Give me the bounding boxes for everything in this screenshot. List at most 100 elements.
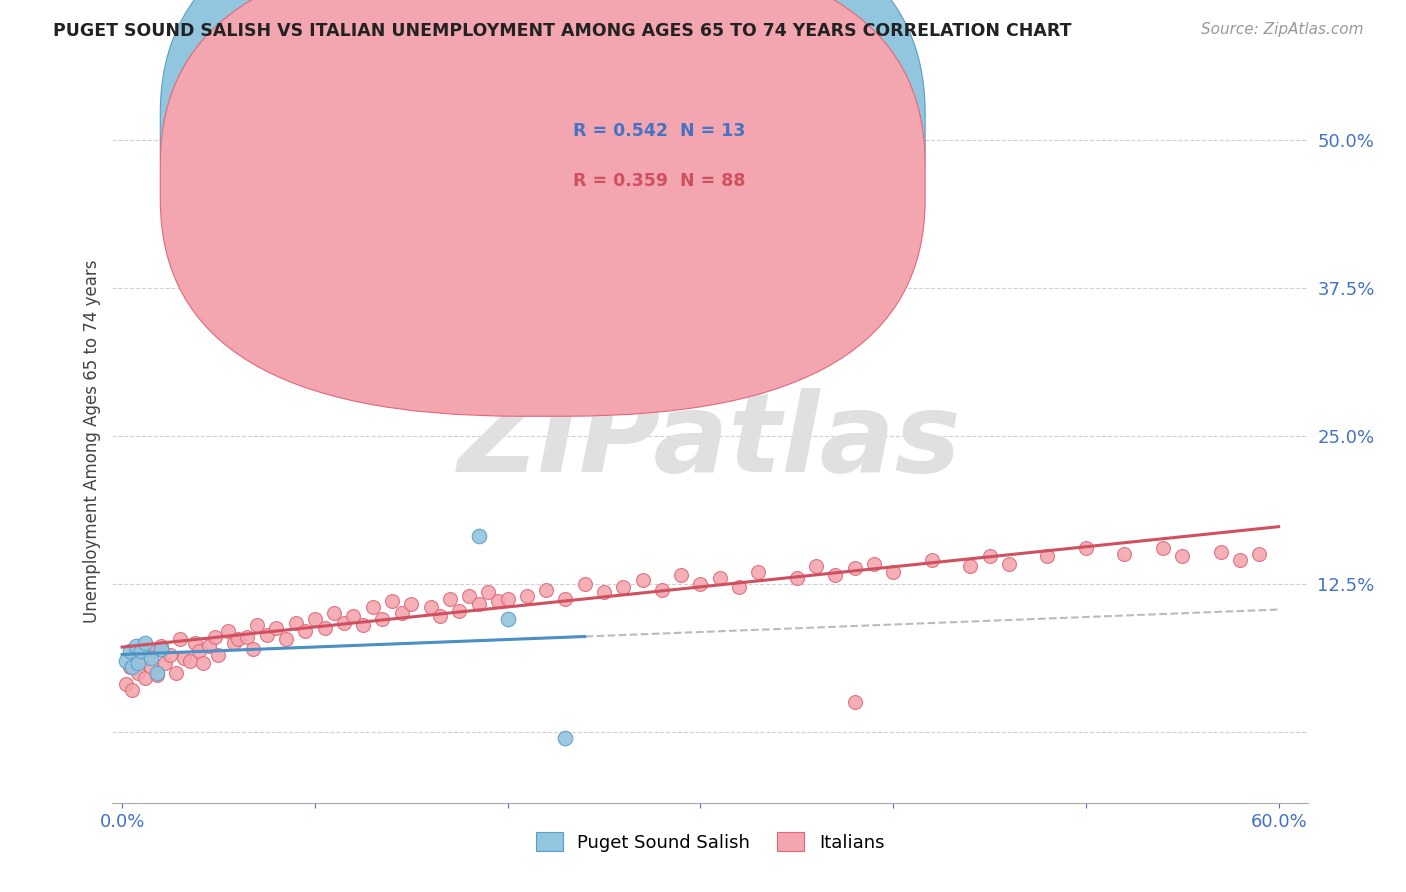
Point bbox=[134, 672, 156, 686]
Point bbox=[149, 640, 172, 654]
Point bbox=[139, 659, 162, 673]
Point bbox=[486, 594, 509, 608]
Point bbox=[391, 607, 413, 621]
Point bbox=[226, 632, 249, 647]
Point bbox=[458, 589, 481, 603]
Point bbox=[844, 561, 866, 575]
Point bbox=[1209, 544, 1232, 558]
Legend: Puget Sound Salish, Italians: Puget Sound Salish, Italians bbox=[529, 825, 891, 859]
Point bbox=[429, 608, 451, 623]
Point bbox=[371, 612, 394, 626]
Point bbox=[266, 620, 288, 634]
Point bbox=[496, 592, 519, 607]
FancyBboxPatch shape bbox=[160, 0, 925, 366]
Point bbox=[127, 656, 149, 670]
Point bbox=[998, 557, 1021, 571]
Point bbox=[165, 665, 187, 680]
Point bbox=[256, 627, 278, 641]
Point bbox=[467, 529, 489, 543]
Point bbox=[207, 648, 229, 662]
Text: R = 0.542  N = 13: R = 0.542 N = 13 bbox=[572, 122, 745, 140]
Point bbox=[115, 677, 138, 691]
Point bbox=[124, 640, 146, 654]
Text: PUGET SOUND SALISH VS ITALIAN UNEMPLOYMENT AMONG AGES 65 TO 74 YEARS CORRELATION: PUGET SOUND SALISH VS ITALIAN UNEMPLOYME… bbox=[53, 22, 1071, 40]
Point bbox=[401, 597, 423, 611]
Point bbox=[304, 612, 326, 626]
Point bbox=[222, 636, 245, 650]
Point bbox=[191, 656, 214, 670]
FancyBboxPatch shape bbox=[160, 0, 925, 417]
Point bbox=[979, 549, 1001, 564]
Point bbox=[1114, 547, 1136, 561]
Point bbox=[1229, 553, 1251, 567]
Point bbox=[439, 592, 461, 607]
Point bbox=[127, 665, 149, 680]
Point bbox=[131, 644, 153, 658]
Y-axis label: Unemployment Among Ages 65 to 74 years: Unemployment Among Ages 65 to 74 years bbox=[83, 260, 101, 624]
Point bbox=[142, 644, 165, 658]
Point bbox=[361, 600, 384, 615]
Point bbox=[217, 624, 239, 638]
Point bbox=[554, 731, 576, 745]
Point bbox=[188, 644, 211, 658]
Point bbox=[115, 654, 138, 668]
Point bbox=[1036, 549, 1059, 564]
Point bbox=[153, 656, 176, 670]
Point bbox=[467, 597, 489, 611]
Point bbox=[274, 632, 297, 647]
Text: Source: ZipAtlas.com: Source: ZipAtlas.com bbox=[1201, 22, 1364, 37]
Point bbox=[146, 668, 169, 682]
Point bbox=[184, 636, 207, 650]
Point bbox=[173, 651, 195, 665]
Point bbox=[1249, 547, 1271, 561]
Point bbox=[612, 580, 634, 594]
Point bbox=[804, 558, 827, 573]
Point bbox=[314, 620, 336, 634]
Point bbox=[159, 648, 181, 662]
Point bbox=[709, 571, 731, 585]
Point bbox=[1152, 541, 1174, 556]
Point bbox=[458, 145, 481, 159]
Text: R = 0.359  N = 88: R = 0.359 N = 88 bbox=[572, 172, 745, 190]
Point bbox=[121, 683, 143, 698]
Point bbox=[959, 558, 981, 573]
Point bbox=[136, 641, 159, 656]
Point bbox=[118, 659, 141, 673]
Point bbox=[342, 608, 364, 623]
Point bbox=[689, 576, 711, 591]
Point bbox=[352, 618, 374, 632]
Point bbox=[1074, 541, 1097, 556]
Point bbox=[246, 618, 269, 632]
Point bbox=[882, 565, 904, 579]
Point bbox=[179, 654, 201, 668]
Point bbox=[593, 585, 616, 599]
Point bbox=[122, 648, 145, 662]
Point bbox=[242, 641, 264, 656]
FancyBboxPatch shape bbox=[495, 95, 830, 225]
Point bbox=[204, 630, 226, 644]
Point bbox=[747, 565, 769, 579]
Point bbox=[419, 600, 441, 615]
Point bbox=[449, 604, 471, 618]
Point bbox=[139, 651, 162, 665]
Point bbox=[863, 557, 886, 571]
Point bbox=[121, 659, 143, 673]
Point bbox=[169, 632, 191, 647]
Point bbox=[323, 607, 346, 621]
Point bbox=[381, 594, 404, 608]
Point bbox=[921, 553, 943, 567]
Point bbox=[824, 568, 846, 582]
Point bbox=[728, 580, 751, 594]
Point bbox=[534, 582, 557, 597]
Point bbox=[554, 592, 576, 607]
Point bbox=[146, 665, 169, 680]
Point bbox=[574, 576, 596, 591]
Point bbox=[496, 612, 519, 626]
Point bbox=[844, 695, 866, 709]
Point bbox=[284, 615, 307, 630]
Point bbox=[333, 615, 356, 630]
Point bbox=[118, 644, 141, 658]
Point bbox=[669, 568, 692, 582]
Point bbox=[236, 630, 259, 644]
Text: ZIPatlas: ZIPatlas bbox=[458, 388, 962, 495]
